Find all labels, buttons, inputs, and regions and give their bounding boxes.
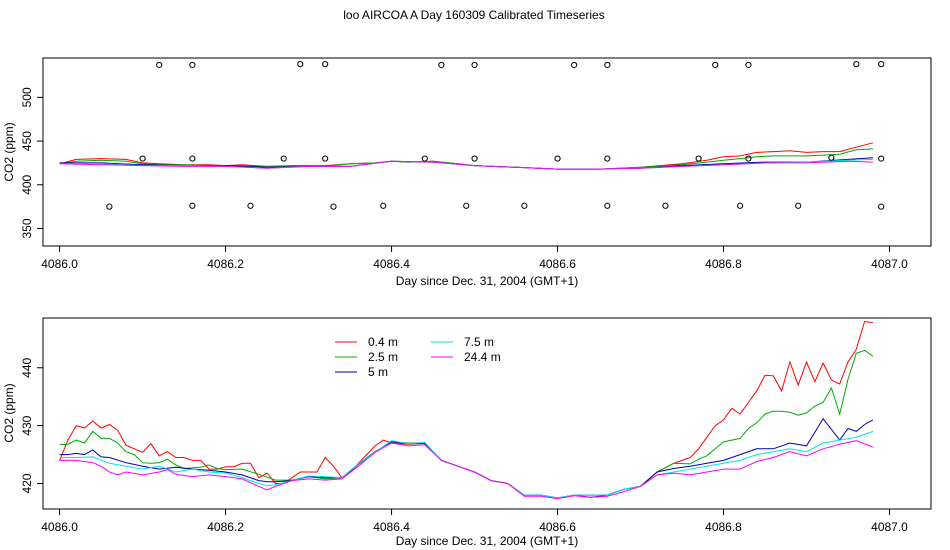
outlier-point: [471, 155, 478, 162]
outlier-point: [853, 61, 860, 68]
series-line: [59, 417, 874, 499]
x-tick-label: 4086.0: [41, 257, 78, 271]
legend-label: 7.5 m: [464, 335, 494, 349]
outlier-point: [297, 61, 304, 68]
x-axis-top: 4086.0 4086.2 4086.4 4086.6 4086.8 4087.0: [41, 246, 908, 271]
y-axis-label-top: CO2 (ppm): [2, 122, 16, 181]
outlier-point: [878, 61, 885, 68]
x-tick-label: 4086.6: [539, 520, 576, 534]
x-tick-label: 4086.6: [539, 257, 576, 271]
outlier-point: [471, 61, 478, 69]
outlier-point: [571, 61, 578, 69]
outlier-point: [189, 61, 196, 69]
series-layer-bottom: [59, 320, 874, 500]
outlier-point: [604, 202, 611, 209]
outlier-point: [554, 155, 561, 162]
series-line: [59, 148, 873, 170]
outlier-point: [878, 203, 885, 210]
legend-label: 0.4 m: [368, 335, 398, 349]
outlier-point: [795, 202, 802, 209]
outlier-point: [438, 61, 445, 69]
outlier-point: [189, 202, 196, 209]
x-axis-bottom: 4086.0 4086.2 4086.4 4086.6 4086.8 4087.0: [41, 509, 908, 534]
outlier-point: [604, 155, 611, 162]
outlier-point: [604, 61, 611, 69]
y-tick-label: 420: [20, 473, 34, 493]
series-line: [59, 440, 874, 500]
series-line: [59, 349, 874, 499]
outlier-point: [330, 203, 337, 210]
y-tick-label: 500: [20, 87, 34, 107]
legend-label: 2.5 m: [368, 350, 398, 364]
legend-label: 5 m: [368, 365, 388, 379]
chart-title: loo AIRCOA A Day 160309 Calibrated Times…: [343, 8, 604, 22]
x-axis-label-top: Day since Dec. 31, 2004 (GMT+1): [396, 274, 578, 288]
outlier-point: [828, 154, 835, 161]
y-tick-label: 400: [20, 174, 34, 194]
outlier-point: [247, 202, 254, 209]
x-tick-label: 4086.8: [705, 520, 742, 534]
outlier-point: [189, 155, 196, 162]
outlier-point: [521, 202, 528, 209]
legend-label: 24.4 m: [464, 350, 501, 364]
outlier-point: [280, 155, 287, 162]
y-tick-label: 430: [20, 415, 34, 435]
y-tick-label: 440: [20, 357, 34, 377]
x-axis-label-bottom: Day since Dec. 31, 2004 (GMT+1): [396, 534, 578, 548]
x-tick-label: 4086.0: [41, 520, 78, 534]
x-tick-label: 4086.8: [705, 257, 742, 271]
x-tick-label: 4087.0: [871, 257, 908, 271]
y-axis-label-bottom: CO2 (ppm): [2, 383, 16, 442]
outlier-point: [139, 155, 146, 162]
outlier-point: [463, 202, 470, 209]
outlier-point: [745, 155, 752, 162]
x-tick-label: 4086.2: [207, 257, 244, 271]
x-tick-label: 4086.2: [207, 520, 244, 534]
legend: 0.4 m2.5 m5 m 7.5 m24.4 m: [335, 335, 501, 379]
outlier-point: [156, 61, 163, 69]
outlier-point: [878, 155, 885, 162]
outlier-point: [745, 61, 752, 69]
y-tick-label: 450: [20, 131, 34, 151]
co2-panel-bottom: 4086.0 4086.2 4086.4 4086.6 4086.8 4087.0 420…: [2, 317, 932, 548]
outlier-point: [712, 61, 719, 69]
outlier-point: [322, 61, 329, 68]
x-tick-label: 4086.4: [373, 520, 410, 534]
outlier-point: [737, 202, 744, 209]
outlier-point: [662, 202, 669, 209]
y-tick-label: 350: [20, 218, 34, 238]
y-axis-bottom: 420 430 440: [20, 357, 43, 494]
outlier-point: [322, 155, 329, 162]
plot-frame-bottom: [42, 317, 932, 510]
series-line: [59, 160, 873, 170]
x-tick-label: 4087.0: [871, 520, 908, 534]
series-layer-top: [59, 61, 885, 210]
outlier-point: [421, 155, 428, 162]
co2-panel-top: 4086.0 4086.2 4086.4 4086.6 4086.8 4087.0 350…: [2, 57, 932, 288]
outlier-point: [106, 203, 113, 210]
plot-frame-top: [42, 57, 932, 247]
x-tick-label: 4086.4: [373, 257, 410, 271]
outlier-point: [380, 202, 387, 209]
series-line: [59, 320, 873, 499]
y-axis-top: 350 400 450 500: [20, 87, 43, 239]
outlier-point: [695, 155, 702, 162]
